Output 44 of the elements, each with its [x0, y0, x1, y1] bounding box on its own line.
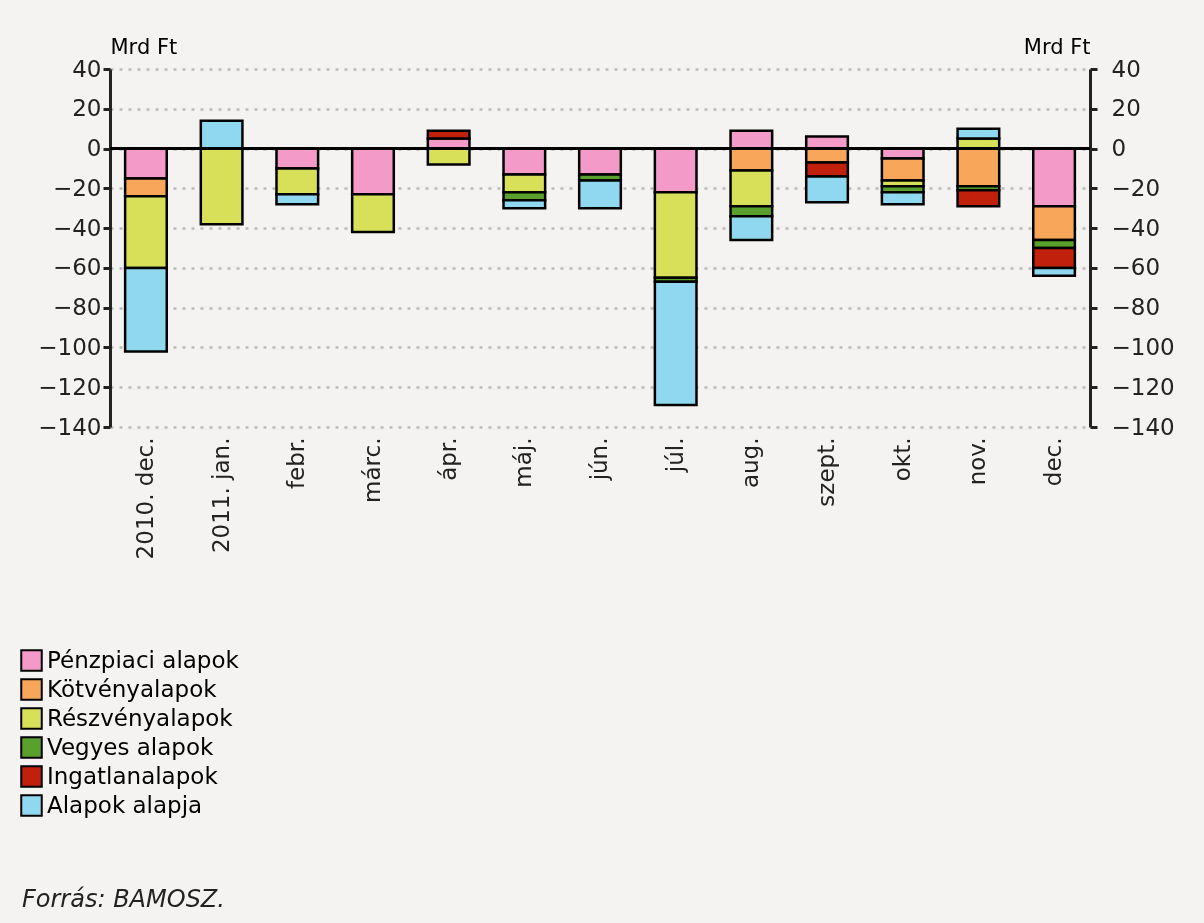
x-tick-label: márc. — [358, 437, 385, 503]
x-tick-label: szept. — [813, 437, 840, 507]
y-tick-label: 0 — [86, 135, 102, 162]
y2-tick-label: 40 — [1111, 55, 1141, 82]
y-tick-label: −60 — [52, 254, 102, 281]
y2-tick-label: −120 — [1111, 373, 1175, 400]
y2-tick-label: −20 — [1111, 174, 1161, 201]
legend-label: Részvényalapok — [47, 704, 234, 731]
y-tick-label: −120 — [38, 373, 102, 400]
bar — [653, 280, 698, 407]
x-tick-label: 2011. jan. — [207, 437, 234, 554]
y2-tick-label: −140 — [1111, 413, 1175, 440]
y-axis-title: Mrd Ft — [110, 34, 178, 59]
legend-label: Ingatlanalapok — [47, 762, 219, 789]
y-tick-label: 20 — [72, 95, 102, 122]
y-tick-label: −20 — [52, 174, 102, 201]
bar — [956, 189, 1001, 208]
text: Forrás: BAMOSZ. — [22, 885, 225, 913]
legend-label: Vegyes alapok — [47, 733, 214, 760]
y2-tick-label: −100 — [1111, 333, 1175, 360]
x-tick-label: júl. — [661, 437, 688, 474]
y2-tick-label: 0 — [1111, 135, 1127, 162]
x-tick-label: dec. — [1040, 437, 1067, 487]
x-tick-label: nov. — [964, 437, 991, 486]
y2-tick-label: −40 — [1111, 214, 1161, 241]
x-tick-label: okt. — [888, 437, 915, 482]
y-tick-label: −100 — [38, 333, 102, 360]
x-tick-label: ápr. — [434, 437, 461, 481]
legend-label: Kötvényalapok — [47, 675, 218, 702]
y2-axis-title: Mrd Ft — [1023, 34, 1091, 59]
legend-label: Alapok alapja — [47, 791, 203, 818]
y2-tick-label: 20 — [1111, 95, 1141, 122]
y2-tick-label: −80 — [1111, 294, 1161, 321]
y-tick-label: −40 — [52, 214, 102, 241]
x-tick-label: febr. — [283, 437, 310, 490]
x-tick-label: 2010. dec. — [131, 437, 158, 560]
x-tick-label: máj. — [510, 437, 537, 488]
y-tick-label: 40 — [72, 55, 102, 82]
y2-tick-label: −60 — [1111, 254, 1161, 281]
y-tick-label: −80 — [52, 294, 102, 321]
legend-label: Pénzpiaci alapok — [47, 646, 240, 673]
x-tick-label: jún. — [586, 437, 612, 482]
x-tick-label: aug. — [737, 437, 764, 489]
y-tick-label: −140 — [38, 413, 102, 440]
